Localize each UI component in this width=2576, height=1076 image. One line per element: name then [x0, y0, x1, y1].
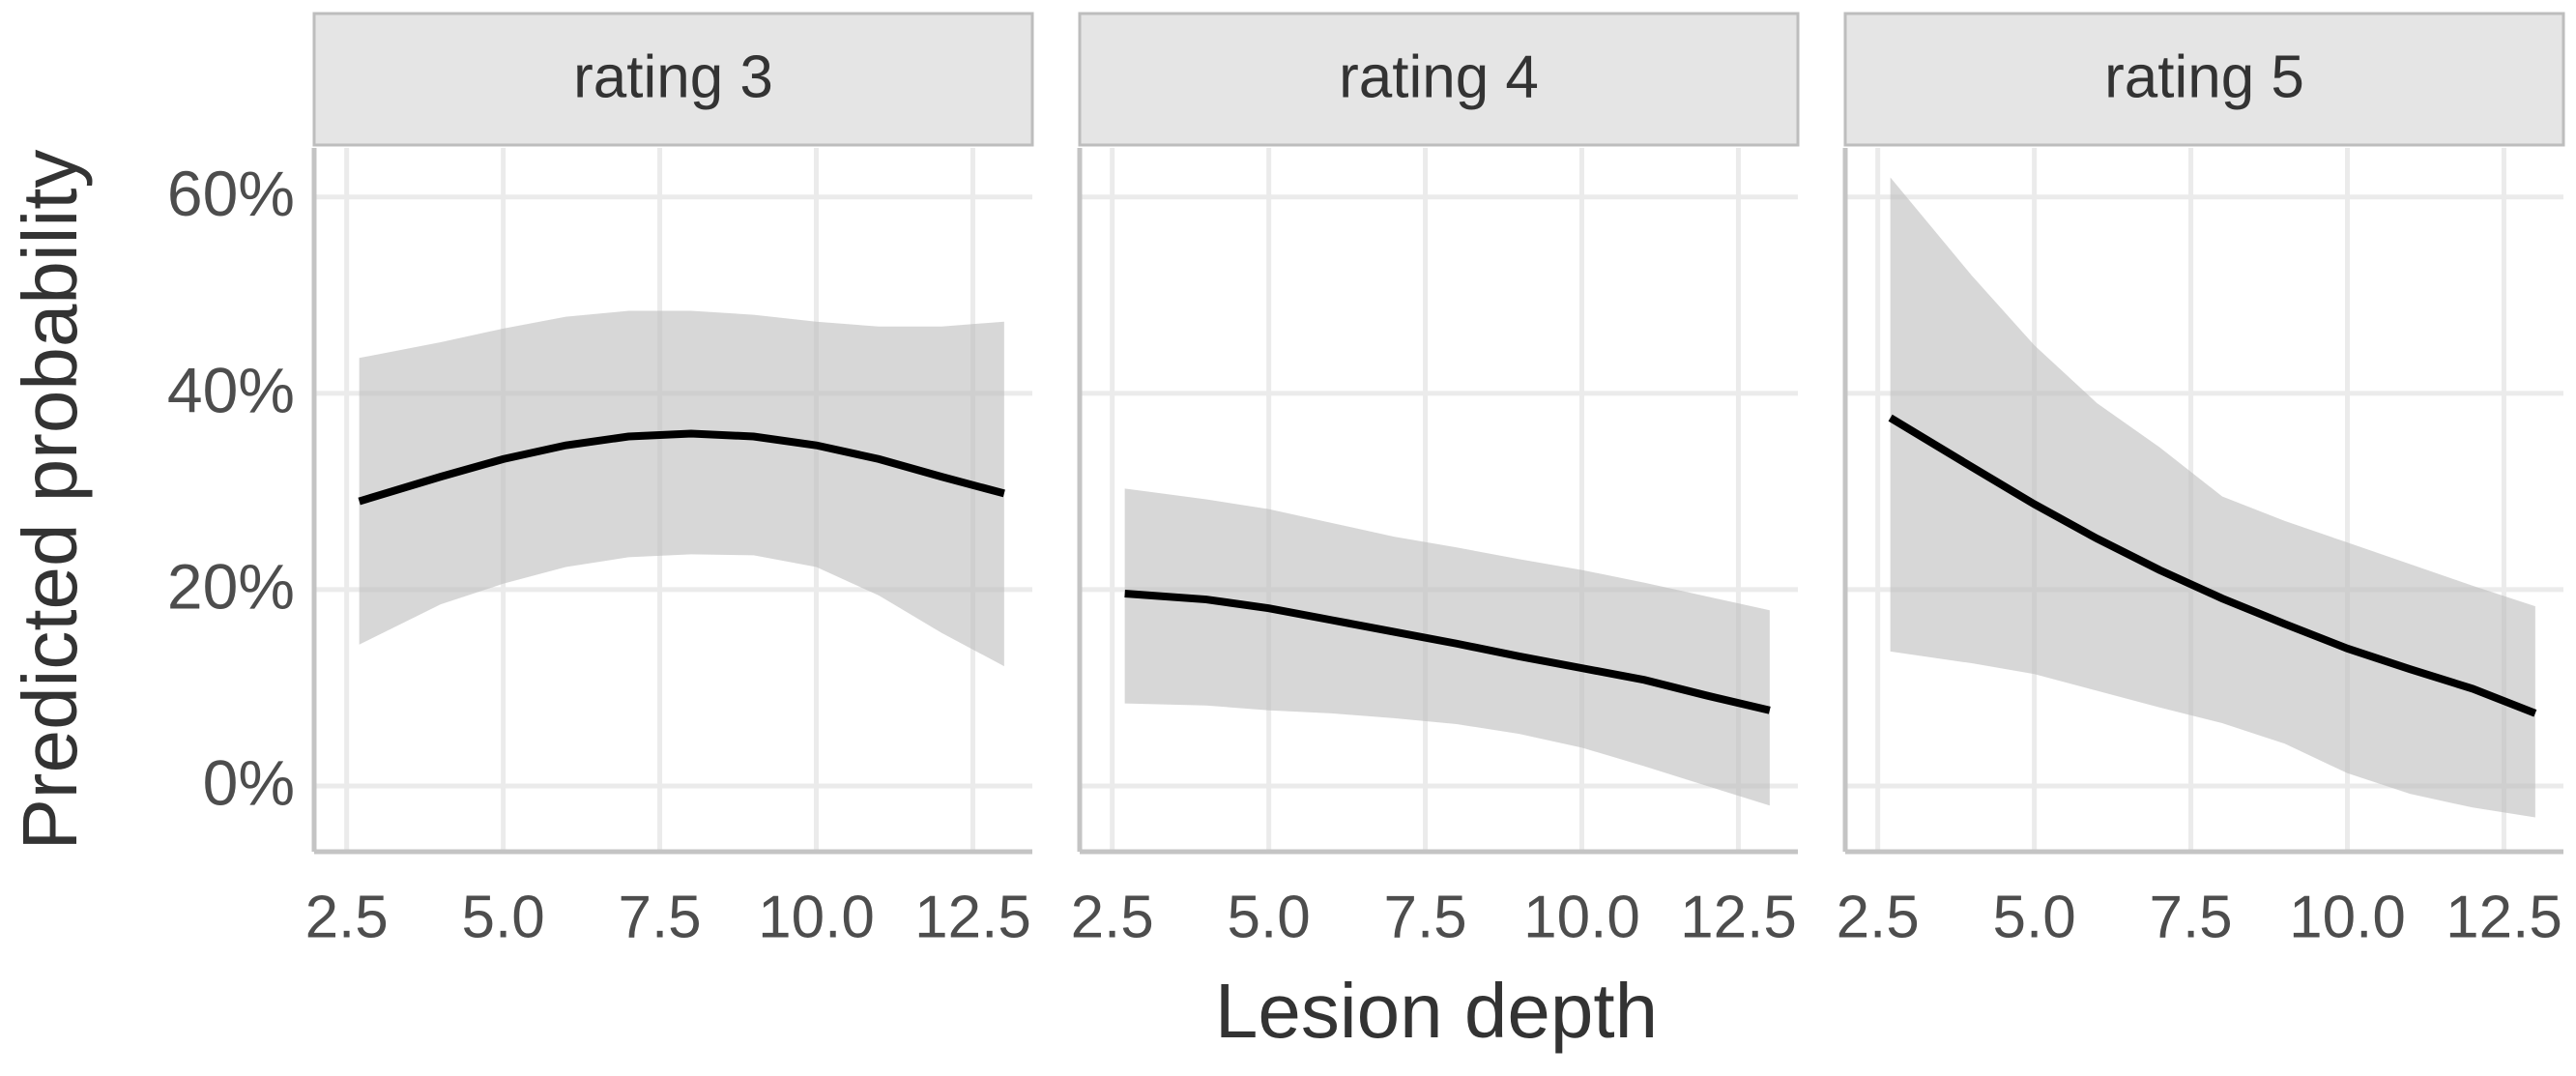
x-tick-label: 7.5 [2149, 884, 2232, 950]
x-tick-label: 5.0 [1228, 884, 1311, 950]
line [1124, 589, 1771, 714]
x-tick-label: 7.5 [1383, 884, 1466, 950]
y-tick-label: 0% [203, 746, 295, 818]
facet-strip [312, 12, 1034, 147]
facet-strip [1843, 12, 2565, 147]
x-tick-label: 12.5 [914, 884, 1031, 950]
x-tick-label: 12.5 [2446, 884, 2562, 950]
confidence-band [359, 310, 1004, 667]
x-tick-label: 5.0 [462, 884, 545, 950]
y-tick-label: 60% [167, 158, 295, 229]
facet-title: rating 5 [2104, 44, 2304, 110]
y-tick-label: 20% [167, 550, 295, 622]
x-tick-label: 2.5 [1071, 884, 1154, 950]
x-tick-label: 2.5 [305, 884, 389, 950]
facet-title: rating 3 [573, 44, 773, 110]
x-axis-title: Lesion depth [1215, 968, 1658, 1054]
facet-strip [1078, 12, 1800, 147]
x-tick-label: 10.0 [1523, 884, 1640, 950]
x-tick-label: 12.5 [1680, 884, 1797, 950]
y-axis-title: Predicted probability [7, 150, 93, 851]
x-tick-label: 2.5 [1837, 884, 1920, 950]
line [1888, 414, 2537, 717]
x-tick-label: 10.0 [2289, 884, 2406, 950]
x-tick-label: 5.0 [1993, 884, 2076, 950]
x-tick-label: 7.5 [618, 884, 701, 950]
x-tick-label: 10.0 [758, 884, 875, 950]
line [358, 429, 1005, 506]
confidence-band [1124, 488, 1770, 806]
confidence-band [1890, 177, 2535, 818]
facet-title: rating 4 [1339, 44, 1539, 110]
y-tick-label: 40% [167, 354, 295, 425]
